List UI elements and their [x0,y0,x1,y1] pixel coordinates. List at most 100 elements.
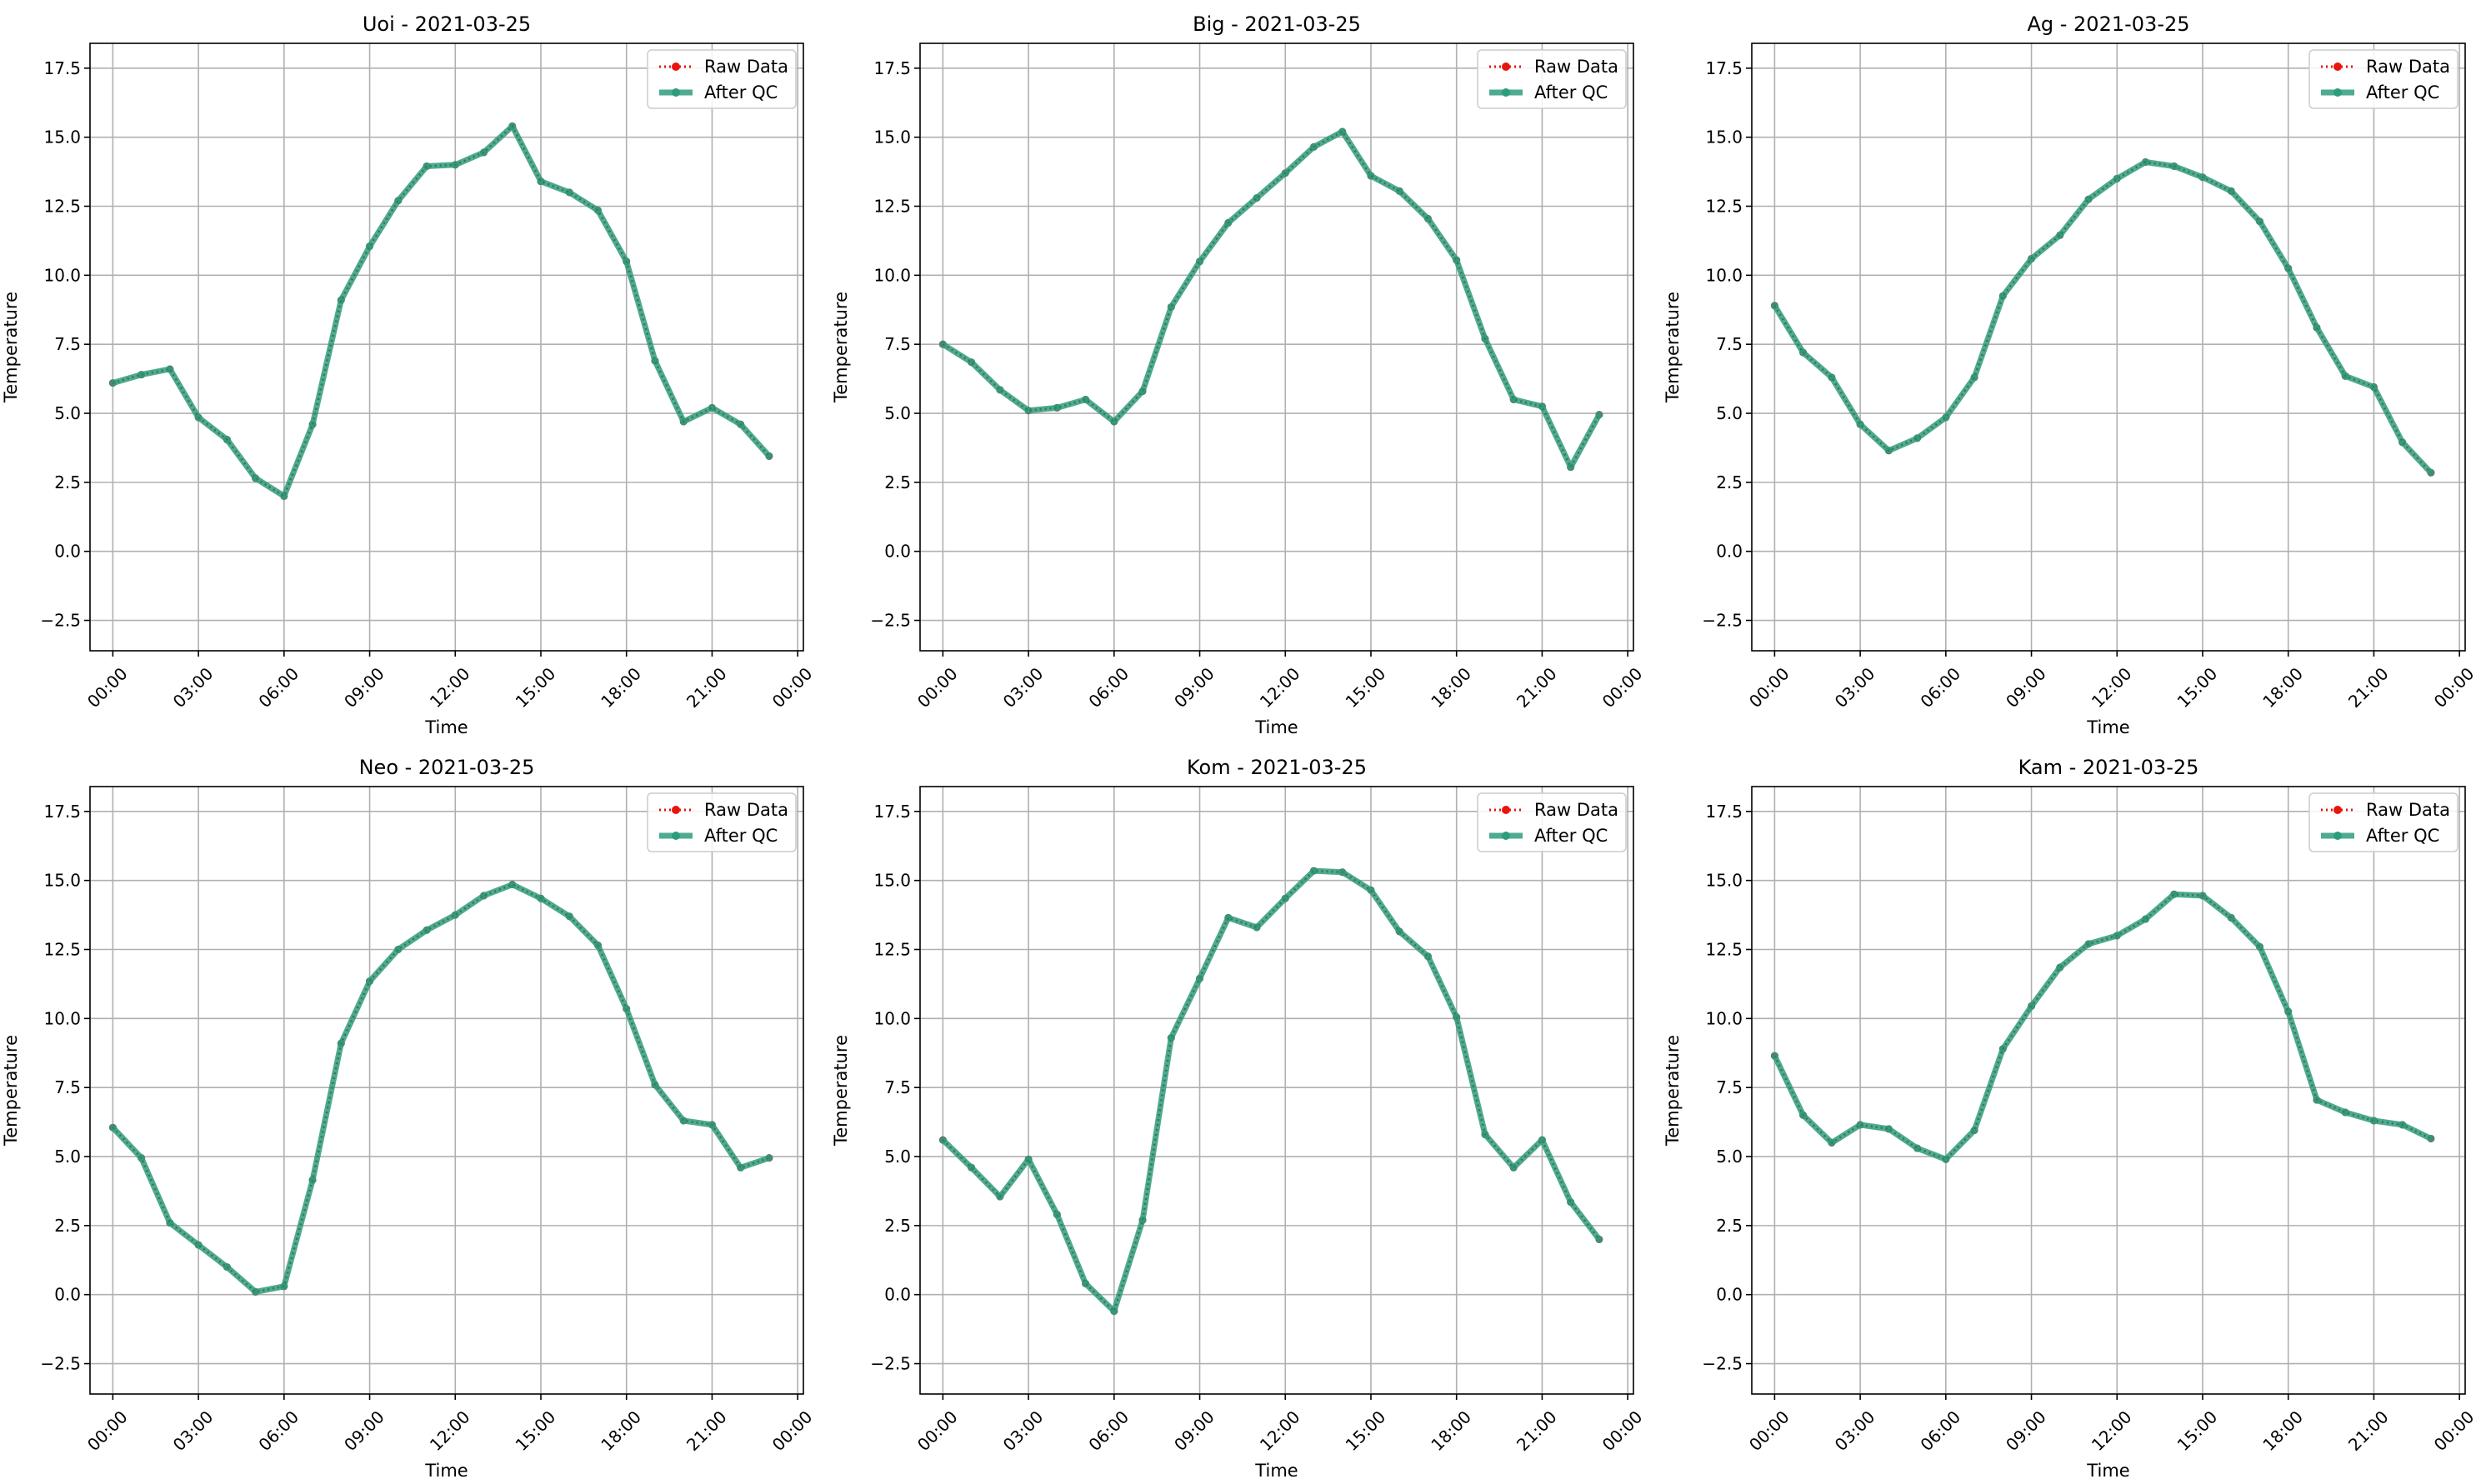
data-point [280,492,288,500]
series-line [1773,892,2432,1162]
y-tick-label: 15.0 [43,871,81,891]
data-point [708,403,716,412]
series-line [940,867,1602,1315]
legend: Raw Data After QC [2308,792,2458,852]
series-overlap-core [942,869,1600,1313]
data-point [1942,1155,1950,1163]
x-tick-label: 06:00 [254,1407,303,1455]
data-point [2398,438,2407,447]
data-point [565,188,573,197]
x-tick-label: 00:00 [1598,1407,1647,1455]
legend-entry-raw-data: Raw Data [659,57,788,77]
subplot-title: Uoi - 2021-03-25 [363,12,531,36]
data-point [1082,1279,1090,1287]
data-point [1453,256,1461,264]
subplot-title: Big - 2021-03-25 [1193,12,1361,36]
y-tick-label: 5.0 [54,1147,81,1167]
y-tick-label: 5.0 [1716,403,1743,423]
y-tick-label: −2.5 [40,1354,81,1374]
data-point [451,911,459,919]
x-tick-label: 00:00 [1745,663,1793,712]
y-tick-label: 5.0 [54,403,81,423]
series-raw-data [938,867,1603,1316]
y-axis-label: Temperature [1663,292,1683,403]
series-after-qc [1770,890,2435,1163]
data-point [737,1163,745,1172]
x-axis-label: Time [2086,1461,2129,1481]
data-point [565,912,573,921]
y-axis-label: Temperature [1,292,21,403]
series-line [1772,159,2433,475]
data-point [194,1241,203,1249]
y-tick-label: 10.0 [1705,1008,1743,1028]
legend-label: Raw Data [704,800,788,820]
x-tick-label: 09:00 [1170,663,1218,712]
y-tick-label: 15.0 [1705,871,1743,891]
x-axis-label: Time [1254,1461,1298,1481]
legend-entry-raw-data: Raw Data [659,800,788,820]
y-tick-label: 10.0 [43,1008,81,1028]
y-tick-label: 2.5 [54,1216,81,1236]
x-tick-label: 21:00 [1513,663,1561,712]
x-tick-label: 21:00 [2344,1407,2393,1455]
data-point [2170,890,2178,898]
data-point [423,162,431,170]
series-after-qc [938,867,1603,1316]
y-tick-label: 12.5 [873,197,911,217]
x-tick-label: 15:00 [1342,663,1390,712]
legend-marker [2333,62,2342,71]
legend-marker [672,832,680,840]
legend-marker [2333,88,2342,97]
y-tick-label: 10.0 [43,265,81,285]
data-point [508,881,517,889]
x-tick-label: 03:00 [999,663,1048,712]
x-tick-label: 00:00 [83,663,132,712]
data-point [138,1154,146,1162]
x-tick-label: 15:00 [512,1407,560,1455]
legend: Raw Data After QC [647,49,797,109]
subplot-4: −2.5 0.0 2.5 5.0 7.5 10.0 12.5 15.0 17.5 00:00 03:… [831,756,1646,1481]
y-tick-label: 5.0 [884,1147,911,1167]
y-tick-label: 7.5 [1716,334,1743,354]
y-tick-label: 15.0 [873,127,911,147]
data-point [765,452,773,460]
data-point [394,197,403,205]
legend-marker [672,806,680,814]
data-point [2313,323,2321,332]
series-raw-data [108,122,773,500]
x-tick-label: 18:00 [1427,1407,1475,1455]
legend-label: After QC [2366,826,2439,846]
x-tick-label: 03:00 [169,1407,218,1455]
data-point [1538,402,1546,411]
y-tick-label: 0.0 [54,1285,81,1305]
data-point [537,177,545,186]
y-tick-label: 0.0 [884,542,911,562]
legend-entry-after-qc: After QC [1489,826,1608,846]
y-tick-label: 0.0 [884,1285,911,1305]
data-point [1053,1211,1061,1219]
y-tick-label: 12.5 [43,197,81,217]
x-tick-label: 06:00 [1916,1407,1964,1455]
data-point [2341,1108,2349,1117]
x-tick-label: 03:00 [1831,663,1879,712]
subplot-5: −2.5 0.0 2.5 5.0 7.5 10.0 12.5 15.0 17.5 00:00 03:… [1663,756,2478,1481]
y-tick-label: 12.5 [43,940,81,960]
y-tick-label: 2.5 [884,1216,911,1236]
x-tick-label: 00:00 [768,1407,817,1455]
x-tick-label: 09:00 [2002,1407,2050,1455]
y-tick-label: 2.5 [884,472,911,492]
x-tick-label: 12:00 [426,663,474,712]
data-point [1970,373,1978,382]
data-point [679,1117,688,1125]
data-point [2284,1007,2293,1016]
series-line [112,122,772,499]
legend-marker [2333,806,2342,814]
subplot-title: Kom - 2021-03-25 [1187,756,1367,779]
series-raw-data [1770,890,2435,1163]
subplot-title: Ag - 2021-03-25 [2027,12,2189,36]
subplot-3: −2.5 0.0 2.5 5.0 7.5 10.0 12.5 15.0 17.5 00:00 03:… [1,756,816,1481]
legend-label: Raw Data [1534,57,1618,77]
y-tick-label: 17.5 [1705,802,1743,822]
series-raw-data [108,881,773,1296]
